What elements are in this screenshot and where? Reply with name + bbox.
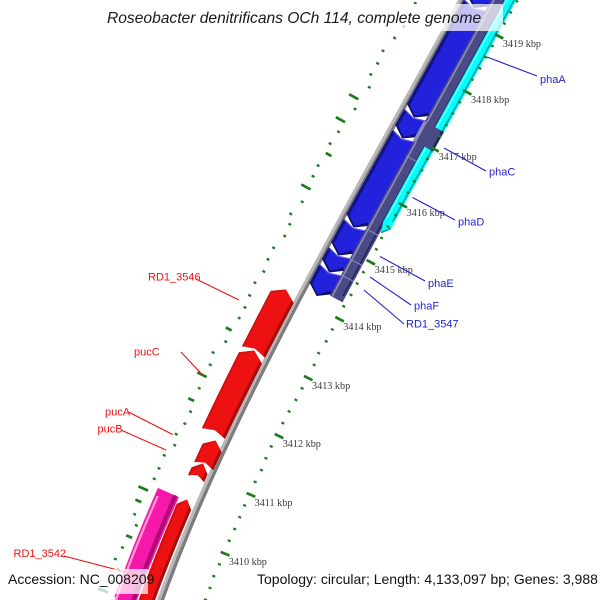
svg-text:pucA: pucA xyxy=(105,407,131,419)
svg-text:3419 kbp: 3419 kbp xyxy=(503,39,541,50)
svg-text:3418 kbp: 3418 kbp xyxy=(471,95,509,106)
svg-text:RD1_3546: RD1_3546 xyxy=(148,272,201,284)
svg-text:3412 kbp: 3412 kbp xyxy=(283,439,321,450)
svg-text:Topology: circular; Length: 4,: Topology: circular; Length: 4,133,097 bp… xyxy=(257,571,598,587)
svg-text:pucB: pucB xyxy=(98,424,123,436)
svg-text:3411 kbp: 3411 kbp xyxy=(255,498,293,509)
svg-text:Roseobacter denitrificans OCh: Roseobacter denitrificans OCh 114, compl… xyxy=(107,10,481,27)
svg-text:phaD: phaD xyxy=(458,217,484,229)
svg-text:3416 kbp: 3416 kbp xyxy=(407,208,445,219)
svg-text:3415 kbp: 3415 kbp xyxy=(375,265,413,276)
svg-text:RD1_3547: RD1_3547 xyxy=(406,319,459,331)
svg-text:phaC: phaC xyxy=(489,167,515,179)
svg-text:RD1_3542: RD1_3542 xyxy=(14,548,67,560)
svg-text:Accession: NC_008209: Accession: NC_008209 xyxy=(8,571,155,587)
svg-text:phaA: phaA xyxy=(540,74,566,86)
svg-text:3417 kbp: 3417 kbp xyxy=(439,152,477,163)
svg-text:3410 kbp: 3410 kbp xyxy=(229,557,267,568)
svg-text:3413 kbp: 3413 kbp xyxy=(312,381,350,392)
svg-text:3414 kbp: 3414 kbp xyxy=(343,322,381,333)
svg-text:phaF: phaF xyxy=(414,301,439,313)
svg-text:phaE: phaE xyxy=(428,278,454,290)
svg-text:pucC: pucC xyxy=(134,347,160,359)
